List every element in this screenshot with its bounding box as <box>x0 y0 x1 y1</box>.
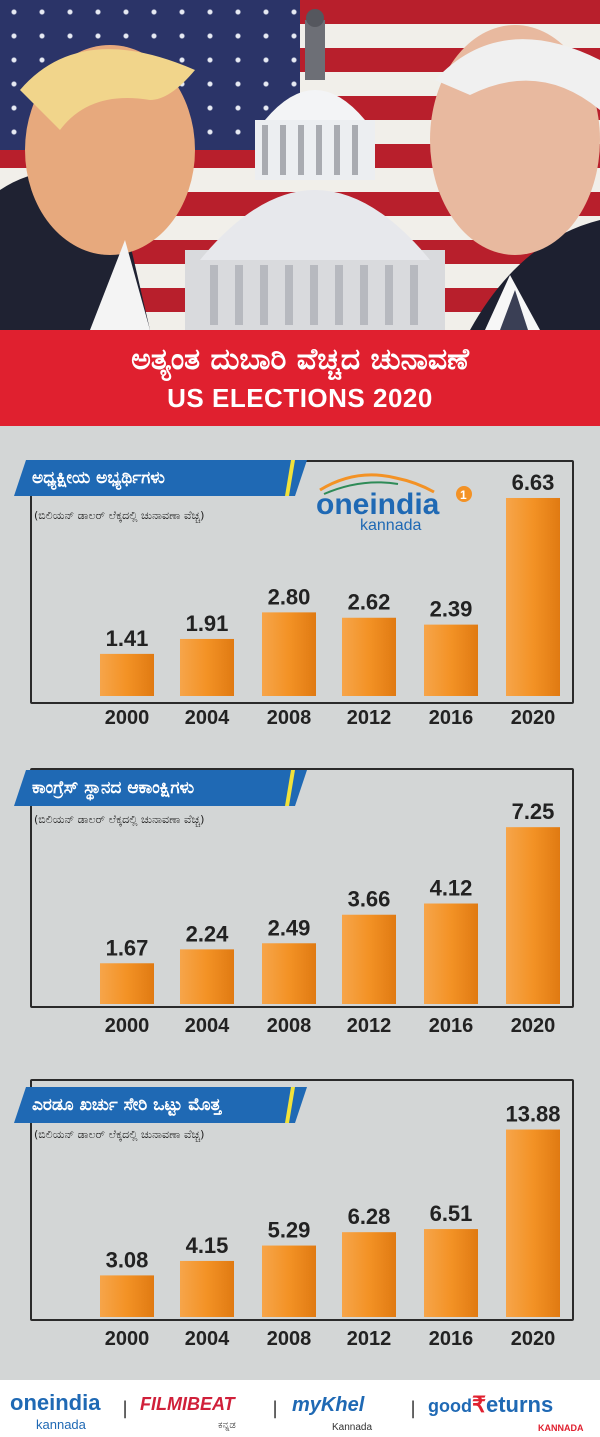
x-tick-label: 2008 <box>267 1328 312 1350</box>
bar-value-label: 4.15 <box>186 1233 229 1258</box>
title-accent <box>285 770 295 806</box>
hero-image <box>0 0 600 330</box>
svg-text:1: 1 <box>460 488 467 502</box>
footer-oneindia-logo[interactable]: oneindia kannada <box>10 1390 101 1432</box>
chart-subtitle: (ಬಿಲಿಯನ್ ಡಾಲರ್ ಲೆಕ್ಕದಲ್ಲಿ ಚುನಾವಣಾ ವೆಚ್ಚ) <box>34 509 205 522</box>
chart-panel-total: ಎರಡೂ ಖರ್ಚು ಸೇರಿ ಒಟ್ಟು ಮೊತ್ತ (ಬಿಲಿಯನ್ ಡಾಲ… <box>0 1079 600 1379</box>
bar-value-label: 2.24 <box>186 921 230 946</box>
x-tick-label: 2012 <box>347 1328 392 1350</box>
x-tick-label: 2008 <box>267 707 312 729</box>
x-tick-label: 2020 <box>511 1328 556 1350</box>
x-tick-label: 2012 <box>347 707 392 729</box>
title-accent <box>285 460 295 496</box>
bar-value-label: 2.39 <box>430 597 473 622</box>
chart-subtitle: (ಬಿಲಿಯನ್ ಡಾಲರ್ ಲೆಕ್ಕದಲ್ಲಿ ಚುನಾವಣಾ ವೆಚ್ಚ) <box>34 1128 205 1141</box>
bar-value-label: 6.51 <box>430 1201 473 1226</box>
x-tick-label: 2020 <box>511 707 556 729</box>
bar-2000 <box>100 1275 154 1317</box>
bar-2012 <box>342 1232 396 1317</box>
svg-text:oneindia: oneindia <box>316 488 440 521</box>
bar-2004 <box>180 949 234 1004</box>
bar-value-label: 1.67 <box>106 935 149 960</box>
bar-2016 <box>424 624 478 696</box>
footer-mykhel-logo[interactable]: myKhel Kannada <box>292 1394 373 1433</box>
bar-value-label: 2.49 <box>268 915 311 940</box>
chart-panel-presidential: ಅಧ್ಯಕ್ಷೀಯ ಅಭ್ಯರ್ಥಿಗಳು (ಬಿಲಿಯನ್ ಡಾಲರ್ ಲೆಕ… <box>0 460 600 760</box>
bar-value-label: 7.25 <box>512 799 555 824</box>
x-tick-label: 2016 <box>429 1015 474 1037</box>
bar-2020 <box>506 497 560 696</box>
bar-2020 <box>506 1129 560 1317</box>
x-tick-label: 2000 <box>105 1328 150 1350</box>
footer-brand-strip: oneindia kannada | FILMIBEAT ಕನ್ನಡ | myK… <box>0 1380 600 1437</box>
chart-title: ಕಾಂಗ್ರೆಸ್ ಸ್ಥಾನದ ಆಕಾಂಕ್ಷಿಗಳು <box>14 770 307 806</box>
x-tick-label: 2012 <box>347 1015 392 1037</box>
bar-2012 <box>342 914 396 1004</box>
bar-chart: 1.67 2000 2.24 2004 2.49 2008 3.66 2012 4.12 2016… <box>100 799 560 1037</box>
bar-chart: 3.08 2000 4.15 2004 5.29 2008 6.28 2012 6.51 2016… <box>100 1102 561 1350</box>
bar-2016 <box>424 903 478 1004</box>
hero-illustration <box>0 9 600 330</box>
x-tick-label: 2020 <box>511 1015 556 1037</box>
bar-chart: 1.41 2000 1.91 2004 2.80 2008 2.62 2012 2.39 2016… <box>100 470 560 729</box>
bar-value-label: 6.63 <box>512 470 555 495</box>
bar-2020 <box>506 827 560 1004</box>
chart-panel-congress: ಕಾಂಗ್ರೆಸ್ ಸ್ಥಾನದ ಆಕಾಂಕ್ಷಿಗಳು (ಬಿಲಿಯನ್ ಡಾ… <box>0 768 600 1068</box>
bar-2012 <box>342 617 396 696</box>
bar-value-label: 1.91 <box>186 611 229 636</box>
bar-value-label: 6.28 <box>348 1204 391 1229</box>
bar-value-label: 1.41 <box>106 626 149 651</box>
bar-2000 <box>100 653 154 696</box>
bar-value-label: 3.66 <box>348 887 391 912</box>
bar-2004 <box>180 638 234 696</box>
right-portrait-image <box>430 25 600 330</box>
footer-goodreturns-logo[interactable]: good₹eturns KANNADA <box>428 1392 584 1433</box>
bar-value-label: 2.62 <box>348 590 391 615</box>
chart-frame <box>30 768 574 1008</box>
bar-value-label: 4.12 <box>430 876 473 901</box>
x-tick-label: 2000 <box>105 1015 150 1037</box>
chart-subtitle: (ಬಿಲಿಯನ್ ಡಾಲರ್ ಲೆಕ್ಕದಲ್ಲಿ ಚುನಾವಣಾ ವೆಚ್ಚ) <box>34 813 205 826</box>
bar-2008 <box>262 612 316 696</box>
oneindia-logo: oneindia kannada 1 <box>316 470 476 534</box>
separator: | <box>410 1398 417 1419</box>
title-banner: ಅತ್ಯಂತ ದುಬಾರಿ ವೆಚ್ಚದ ಚುನಾವಣೆ US ELECTION… <box>0 330 600 426</box>
title-english: US ELECTIONS 2020 <box>167 383 433 413</box>
bar-2008 <box>262 1245 316 1317</box>
bar-value-label: 3.08 <box>106 1247 149 1272</box>
x-tick-label: 2004 <box>185 707 230 729</box>
chart-title: ಅಧ್ಯಕ್ಷೀಯ ಅಭ್ಯರ್ಥಿಗಳು <box>14 460 307 496</box>
x-tick-label: 2004 <box>185 1328 230 1350</box>
separator: | <box>272 1398 279 1419</box>
chart-frame <box>30 1079 574 1321</box>
bar-value-label: 5.29 <box>268 1218 311 1243</box>
bar-2016 <box>424 1229 478 1317</box>
bar-2000 <box>100 963 154 1004</box>
x-tick-label: 2008 <box>267 1015 312 1037</box>
title-accent <box>285 1087 295 1123</box>
bar-2004 <box>180 1260 234 1317</box>
bar-value-label: 2.80 <box>268 584 311 609</box>
footer-filmibeat-logo[interactable]: FILMIBEAT ಕನ್ನಡ <box>140 1394 236 1431</box>
x-tick-label: 2016 <box>429 707 474 729</box>
capitol-dome-image <box>185 9 445 330</box>
separator: | <box>122 1398 129 1419</box>
left-portrait-image <box>0 45 195 330</box>
title-kannada: ಅತ್ಯಂತ ದುಬಾರಿ ವೆಚ್ಚದ ಚುನಾವಣೆ <box>131 342 469 377</box>
x-tick-label: 2004 <box>185 1015 230 1037</box>
x-tick-label: 2016 <box>429 1328 474 1350</box>
bar-2008 <box>262 943 316 1004</box>
svg-text:kannada: kannada <box>360 517 421 530</box>
chart-title: ಎರಡೂ ಖರ್ಚು ಸೇರಿ ಒಟ್ಟು ಮೊತ್ತ <box>14 1087 307 1123</box>
x-tick-label: 2000 <box>105 707 150 729</box>
bar-value-label: 13.88 <box>505 1102 560 1127</box>
